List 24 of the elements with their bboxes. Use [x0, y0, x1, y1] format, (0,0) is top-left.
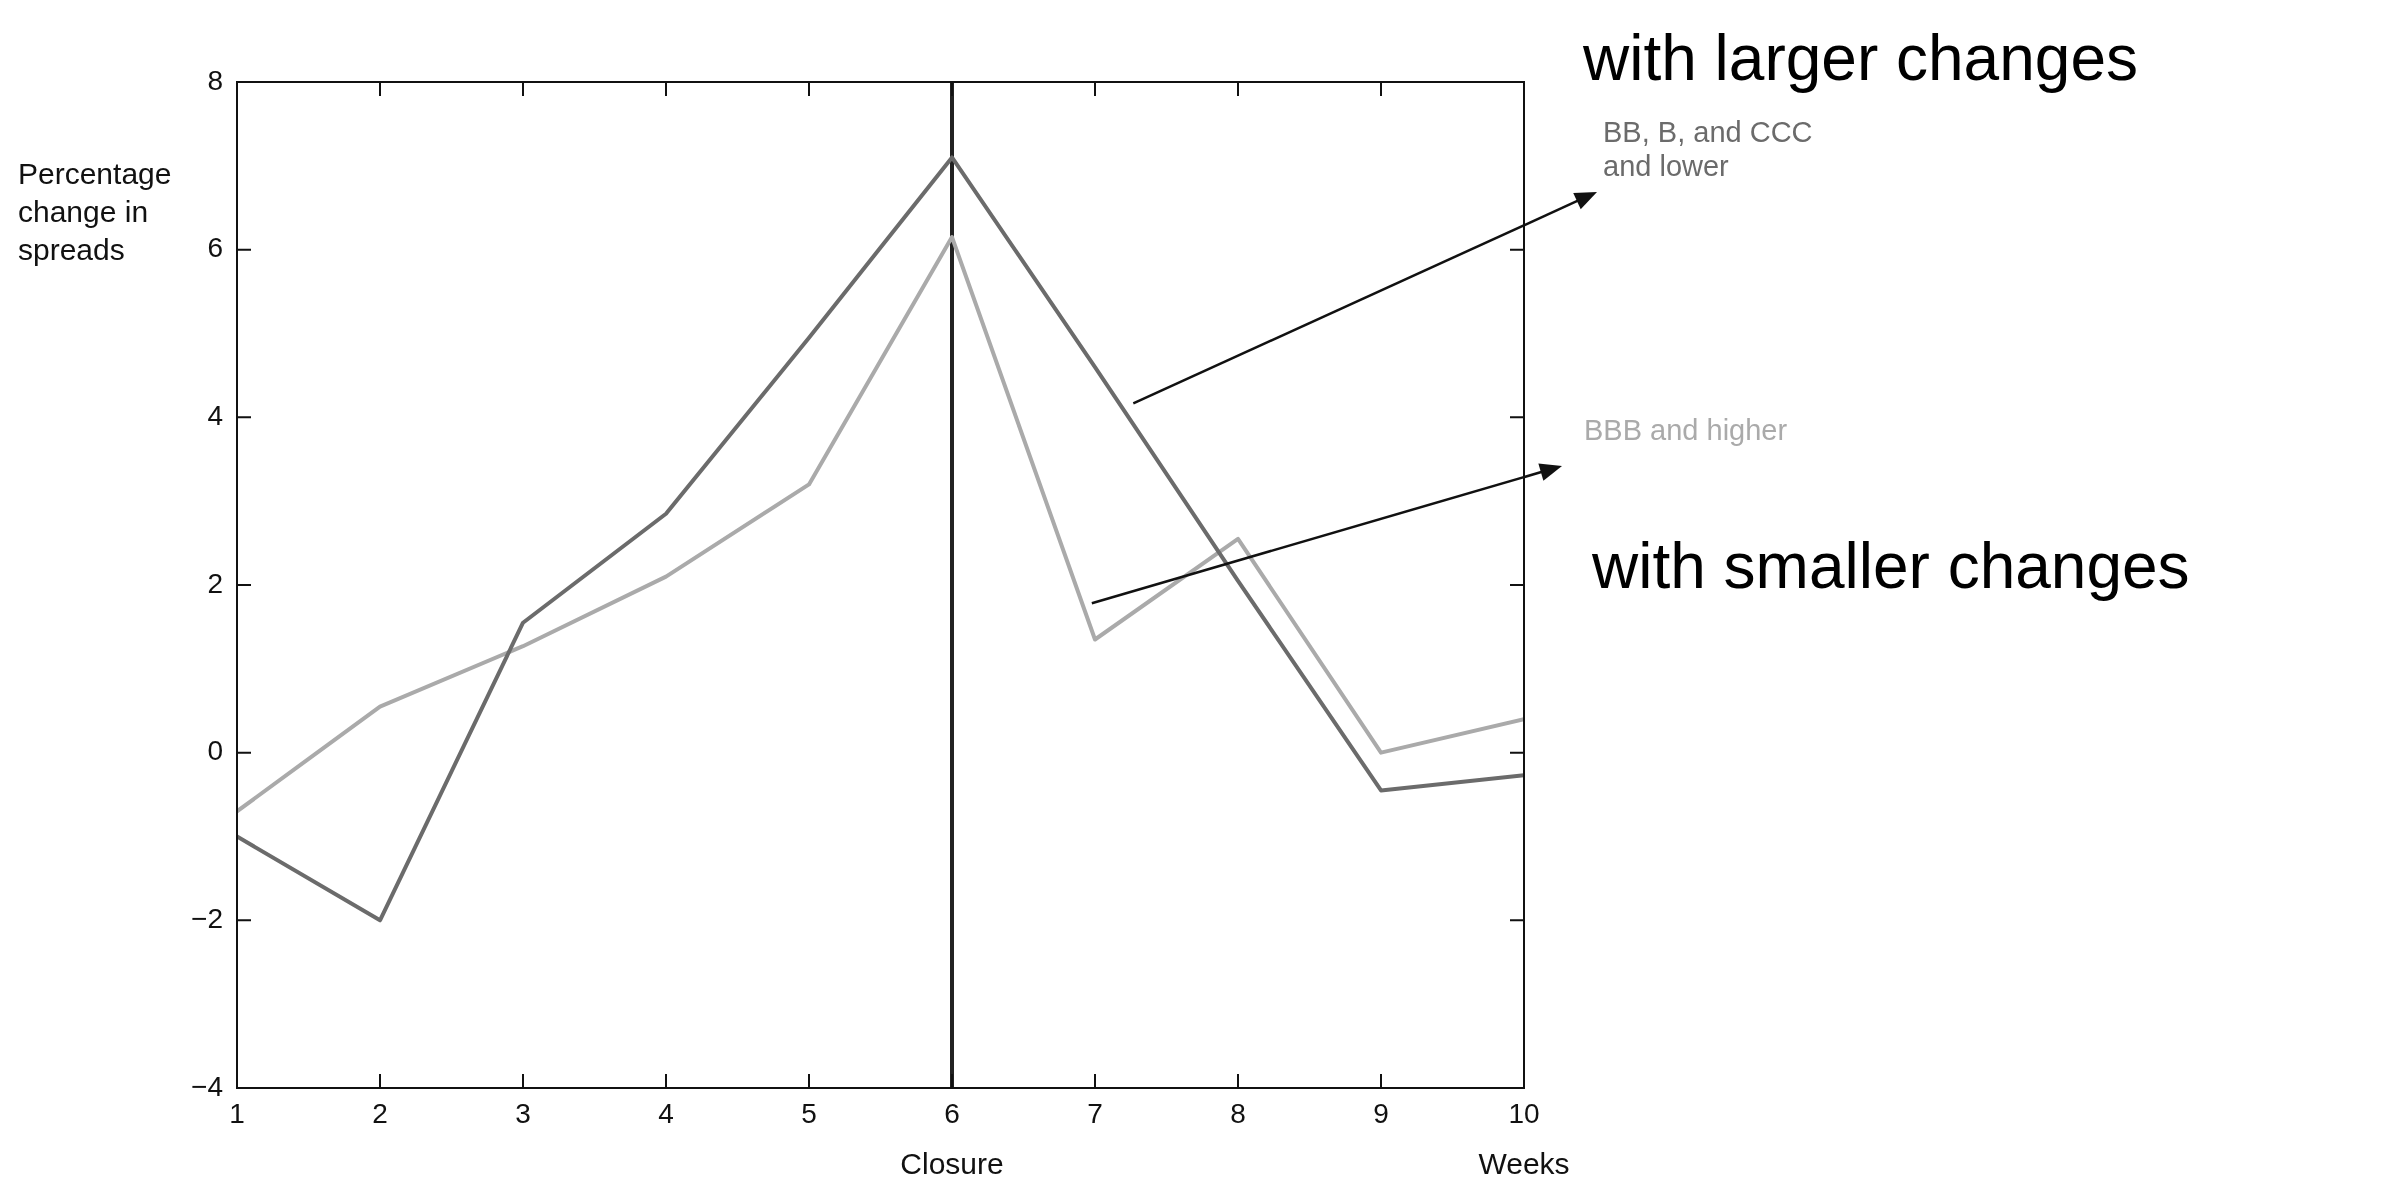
x-axis-title: Weeks [1478, 1147, 1570, 1180]
text: BBB and higher [1584, 414, 1788, 446]
x-tick-label: 1 [229, 1097, 245, 1129]
x-tick-label: 6 [944, 1097, 960, 1129]
y-tick-label: −2 [191, 903, 223, 935]
y-tick-label: 4 [207, 400, 223, 432]
x-tick-label: 9 [1373, 1097, 1389, 1129]
x-tick-label: 4 [658, 1097, 674, 1129]
x-tick-label: 5 [801, 1097, 817, 1129]
text: with larger changes [1582, 22, 2138, 94]
x-tick-label: 2 [372, 1097, 388, 1129]
y-tick-label: 2 [207, 567, 223, 599]
text: BB, B, and CCC and lower [1603, 116, 1813, 182]
y-tick-label: 6 [207, 232, 223, 264]
y-tick-label: 0 [207, 735, 223, 767]
x-tick-label: 8 [1230, 1097, 1246, 1129]
x-tick-label: 7 [1087, 1097, 1103, 1129]
y-axis-title: Percentage change in spreads [18, 157, 172, 266]
x-tick-label: 3 [515, 1097, 531, 1129]
text: with smaller changes [1591, 530, 2190, 602]
ref-line-label: Closure [900, 1147, 1004, 1180]
y-tick-label: 8 [207, 64, 223, 96]
y-tick-label: −4 [191, 1070, 223, 1102]
x-tick-label: 10 [1508, 1097, 1540, 1129]
